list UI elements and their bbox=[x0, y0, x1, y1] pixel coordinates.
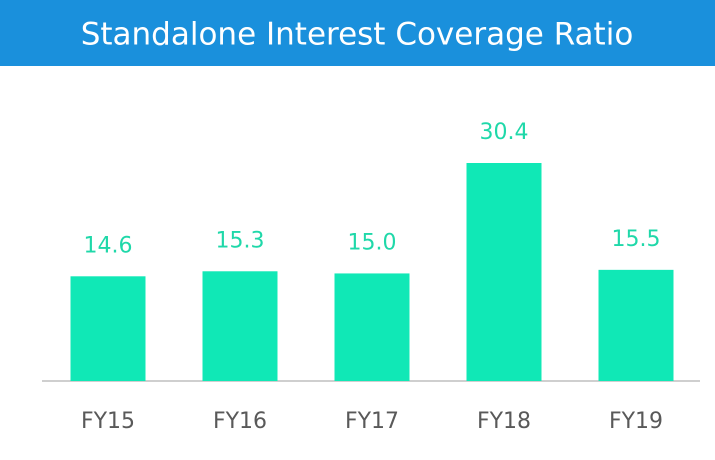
chart-title: Standalone Interest Coverage Ratio bbox=[81, 17, 634, 53]
x-tick-label: FY17 bbox=[345, 409, 399, 434]
value-label: 15.5 bbox=[612, 227, 661, 252]
value-label: 15.3 bbox=[216, 228, 265, 253]
value-label: 14.6 bbox=[84, 233, 133, 258]
bar bbox=[334, 273, 410, 381]
bar bbox=[466, 163, 542, 381]
bar bbox=[598, 269, 674, 381]
value-label: 15.0 bbox=[348, 230, 397, 255]
bar bbox=[70, 276, 146, 381]
title-banner bbox=[0, 0, 715, 66]
x-tick-label: FY15 bbox=[81, 409, 135, 434]
x-tick-label: FY19 bbox=[609, 409, 663, 434]
x-tick-label: FY16 bbox=[213, 409, 267, 434]
value-label: 30.4 bbox=[480, 120, 529, 145]
x-tick-label: FY18 bbox=[477, 409, 531, 434]
bar bbox=[202, 271, 278, 381]
